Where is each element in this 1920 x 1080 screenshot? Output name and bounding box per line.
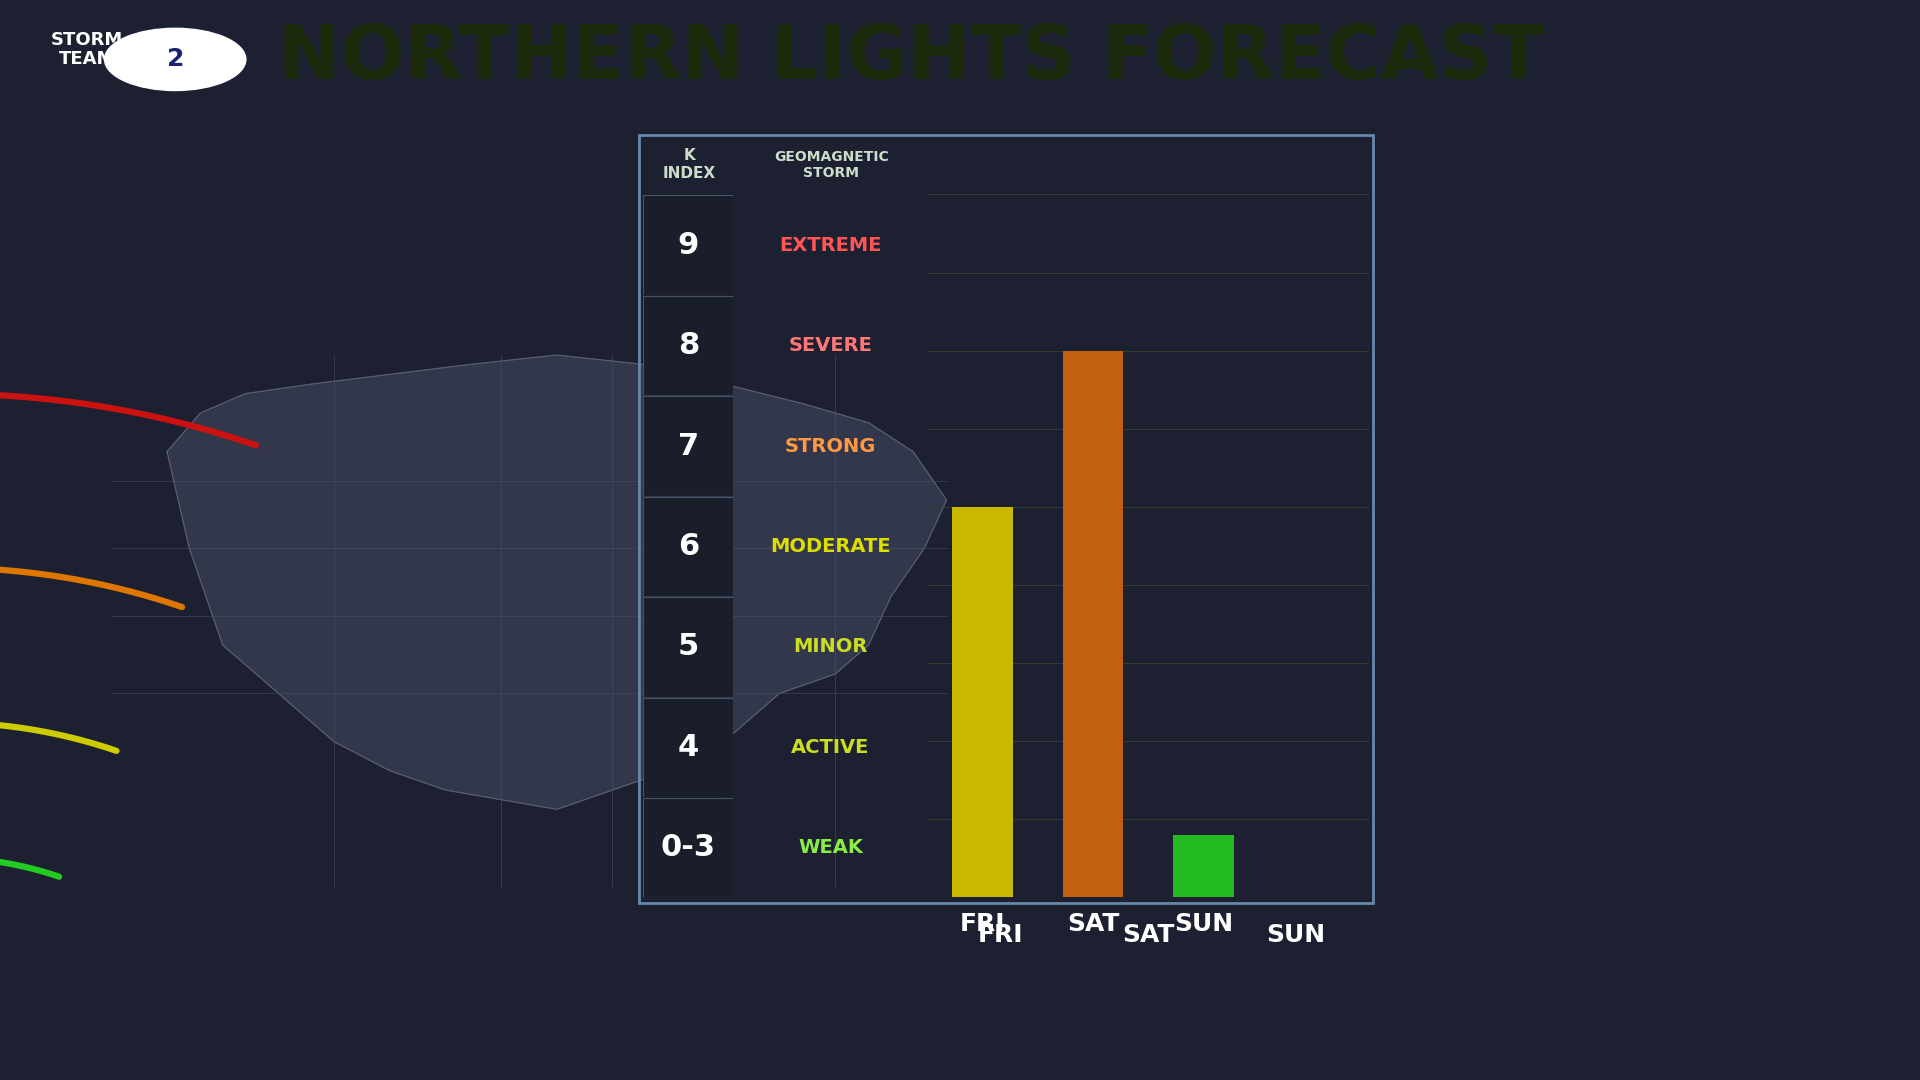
Text: 4: 4	[678, 733, 699, 761]
FancyBboxPatch shape	[643, 597, 733, 697]
Text: STRONG: STRONG	[785, 436, 876, 456]
Text: FRI: FRI	[977, 923, 1023, 947]
FancyBboxPatch shape	[643, 497, 733, 596]
FancyBboxPatch shape	[643, 798, 733, 897]
Text: 5: 5	[678, 633, 699, 661]
Text: SEVERE: SEVERE	[789, 336, 872, 355]
Text: FRI: FRI	[960, 913, 1006, 936]
FancyBboxPatch shape	[643, 195, 733, 295]
Text: WEAK: WEAK	[799, 838, 862, 858]
Polygon shape	[167, 355, 947, 809]
Text: 8: 8	[678, 332, 699, 360]
Text: GEOMAGNETIC
STORM: GEOMAGNETIC STORM	[774, 150, 889, 179]
Text: SAT: SAT	[1068, 913, 1119, 936]
Text: 9: 9	[678, 231, 699, 259]
Text: SAT: SAT	[1121, 923, 1175, 947]
Bar	[1173, 835, 1235, 897]
Circle shape	[104, 28, 246, 91]
FancyBboxPatch shape	[643, 396, 733, 496]
Bar	[1062, 351, 1123, 897]
Bar	[952, 507, 1014, 897]
Text: 7: 7	[678, 432, 699, 460]
Text: 6: 6	[678, 532, 699, 561]
Text: 2: 2	[167, 48, 184, 71]
Text: MINOR: MINOR	[793, 637, 868, 657]
Text: EXTREME: EXTREME	[780, 235, 881, 255]
Text: K
INDEX: K INDEX	[662, 148, 716, 181]
Text: SUN: SUN	[1173, 913, 1233, 936]
Text: SUN: SUN	[1265, 923, 1325, 947]
Text: 0-3: 0-3	[660, 834, 716, 862]
Text: MODERATE: MODERATE	[770, 537, 891, 556]
Text: STORM
TEAM: STORM TEAM	[50, 31, 123, 68]
Text: ACTIVE: ACTIVE	[791, 738, 870, 757]
FancyBboxPatch shape	[643, 698, 733, 797]
FancyBboxPatch shape	[643, 296, 733, 395]
Text: NORTHERN LIGHTS FORECAST: NORTHERN LIGHTS FORECAST	[278, 23, 1544, 95]
